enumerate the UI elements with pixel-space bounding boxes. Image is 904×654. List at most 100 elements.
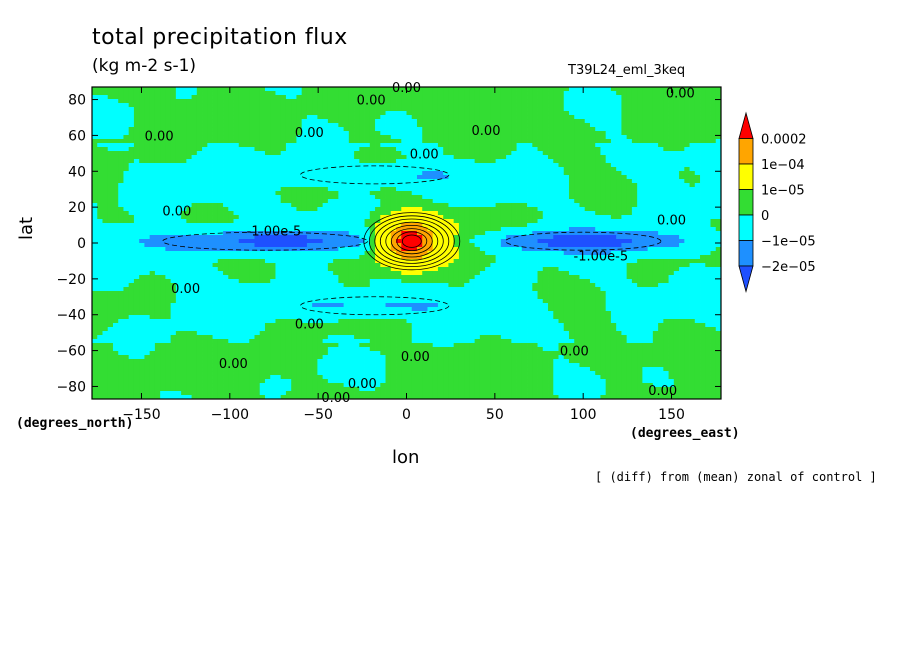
field-cell	[354, 227, 360, 232]
field-cell	[380, 91, 386, 96]
field-cell	[448, 227, 455, 232]
field-cell	[427, 191, 434, 196]
field-cell	[469, 199, 476, 204]
field-cell	[285, 127, 292, 132]
field-cell	[506, 131, 512, 136]
field-cell	[301, 223, 308, 228]
field-cell	[343, 99, 350, 104]
field-cell	[128, 127, 135, 132]
field-cell	[191, 219, 198, 224]
field-cell	[443, 139, 449, 144]
field-cell	[348, 139, 355, 144]
field-cell	[521, 207, 528, 212]
field-cell	[181, 119, 187, 124]
field-cell	[411, 175, 418, 180]
field-cell	[280, 235, 287, 240]
field-cell	[668, 191, 675, 196]
field-cell	[181, 203, 187, 208]
field-cell	[422, 119, 428, 124]
field-cell	[354, 219, 360, 224]
field-cell	[348, 167, 355, 172]
field-cell	[191, 131, 198, 136]
field-cell	[270, 235, 276, 240]
field-cell	[584, 131, 591, 136]
field-cell	[285, 135, 292, 140]
field-cell	[411, 123, 418, 128]
field-cell	[427, 243, 434, 248]
field-cell	[390, 123, 397, 128]
field-cell	[92, 179, 98, 184]
field-cell	[380, 131, 386, 136]
field-cell	[396, 143, 402, 148]
field-cell	[317, 239, 324, 244]
field-cell	[584, 219, 591, 224]
field-cell	[348, 191, 355, 196]
field-cell	[521, 123, 528, 128]
field-cell	[631, 199, 638, 204]
field-cell	[406, 187, 413, 192]
field-cell	[312, 187, 318, 192]
field-cell	[406, 243, 413, 248]
field-cell	[369, 211, 376, 216]
field-cell	[668, 243, 675, 248]
field-cell	[500, 131, 507, 136]
field-cell	[500, 87, 507, 92]
field-cell	[181, 207, 187, 212]
field-cell	[542, 127, 549, 132]
field-cell	[107, 167, 114, 172]
field-cell	[312, 211, 318, 216]
field-cell	[338, 123, 344, 128]
field-cell	[322, 151, 329, 156]
field-cell	[322, 123, 329, 128]
field-cell	[254, 251, 261, 256]
field-cell	[118, 143, 124, 148]
field-cell	[416, 163, 423, 168]
field-cell	[563, 167, 570, 172]
field-cell	[432, 147, 439, 152]
field-cell	[469, 131, 476, 136]
field-cell	[223, 207, 229, 212]
field-cell	[537, 175, 544, 180]
field-cell	[616, 179, 622, 184]
field-cell	[154, 91, 161, 96]
field-cell	[416, 111, 423, 116]
field-cell	[217, 111, 224, 116]
field-cell	[291, 111, 297, 116]
field-cell	[343, 127, 350, 132]
field-cell	[165, 163, 172, 168]
field-cell	[647, 123, 654, 128]
field-cell	[432, 91, 439, 96]
field-cell	[527, 227, 533, 232]
field-cell	[479, 135, 486, 140]
field-cell	[196, 163, 203, 168]
field-cell	[700, 235, 706, 240]
field-cell	[202, 191, 208, 196]
field-cell	[175, 179, 182, 184]
field-cell	[212, 91, 219, 96]
field-cell	[312, 135, 318, 140]
field-cell	[427, 171, 434, 176]
field-cell	[175, 127, 182, 132]
field-cell	[254, 95, 261, 100]
field-cell	[485, 139, 491, 144]
field-cell	[710, 131, 717, 136]
field-cell	[149, 119, 156, 124]
field-cell	[244, 227, 250, 232]
field-cell	[411, 95, 418, 100]
field-cell	[715, 135, 722, 140]
field-cell	[542, 235, 549, 240]
field-cell	[254, 211, 261, 216]
field-cell	[128, 143, 135, 148]
field-cell	[705, 247, 711, 252]
field-cell	[548, 223, 554, 228]
field-cell	[244, 231, 250, 236]
field-cell	[396, 203, 402, 208]
field-cell	[521, 135, 528, 140]
field-cell	[270, 163, 276, 168]
field-cell	[563, 171, 570, 176]
field-cell	[133, 235, 140, 240]
field-cell	[605, 139, 612, 144]
field-cell	[684, 99, 690, 104]
field-cell	[469, 103, 476, 108]
field-cell	[485, 231, 491, 236]
